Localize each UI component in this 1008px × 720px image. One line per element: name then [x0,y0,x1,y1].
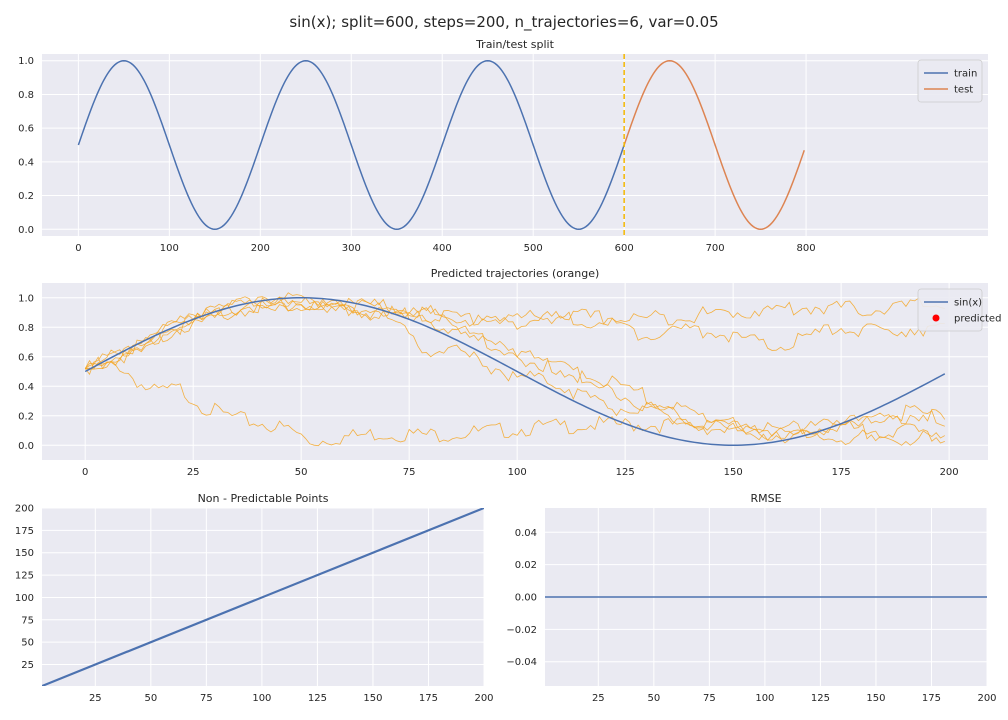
y-tick-label: 0.8 [18,323,34,334]
x-tick-label: 150 [363,693,382,704]
x-tick-label: 125 [811,693,830,704]
x-tick-label: 175 [922,693,941,704]
chart-panel-2: 0 25 50 75 100 125 150 175 200 0.0 0.2 0.4 0.6 0.8 1.0… [18,267,1001,478]
y-tick-label: 150 [15,548,34,559]
grid [545,508,988,686]
chart-panel-1: 0 100 200 300 400 500 600 700 800 0.0 0.2 0.4 0.6 0.8… [18,38,988,254]
trajectory-4 [84,300,945,444]
trajectory-2 [85,296,945,370]
x-tick-label: 150 [724,467,743,478]
figure-suptitle: sin(x); split=600, steps=200, n_trajecto… [289,13,718,32]
trajectory-6 [84,296,945,441]
y-tick-label: 0.6 [18,352,34,363]
x-tick-label: 175 [419,693,438,704]
y-tick-label: 0.04 [515,528,537,539]
x-tick-label: 500 [524,243,543,254]
y-tick-label: 0.0 [18,225,34,236]
x-tick-label: 50 [647,693,660,704]
x-tick-label: 100 [252,693,271,704]
x-tick-label: 600 [615,243,634,254]
legend-label: train [954,69,977,80]
y-tick-label: 100 [15,593,34,604]
y-tick-label: 1.0 [18,56,34,67]
y-tick-label: −0.04 [506,657,537,668]
x-tick-label: 125 [616,467,635,478]
y-tick-label: 0.4 [18,157,34,168]
y-tick-label: 0.2 [18,191,34,202]
chart-panel-4: 25 50 75 100 125 150 175 200 −0.04 −0.02 0.00 0.02 0… [506,492,996,704]
x-tick-label: 700 [706,243,725,254]
x-tick-label: 300 [342,243,361,254]
y-tick-label: 75 [21,615,34,626]
legend-marker [932,314,940,322]
x-tick-label: 200 [474,693,493,704]
x-tick-label: 25 [187,467,200,478]
plot-marks [84,292,946,447]
panel-title: Train/test split [475,38,555,51]
y-tick-label: 1.0 [18,293,34,304]
y-tick-label: 200 [15,504,34,515]
trajectory-3 [84,292,945,376]
grid [42,283,988,460]
x-tick-label: 0 [75,243,81,254]
legend-box [917,59,983,103]
x-tick-label: 150 [866,693,885,704]
y-tick-label: 0.00 [515,593,537,604]
y-tick-label: 0.6 [18,124,34,135]
legend-box [917,288,983,332]
x-tick-label: 800 [797,243,816,254]
x-tick-label: 200 [940,467,959,478]
legend: train test [917,59,983,103]
x-tick-label: 100 [508,467,527,478]
y-tick-label: 125 [15,571,34,582]
x-tick-label: 100 [160,243,179,254]
plot-area [42,54,988,236]
y-tick-label: 0.8 [18,90,34,101]
x-tick-label: 25 [592,693,605,704]
y-tick-label: 50 [21,638,34,649]
x-tick-label: 75 [200,693,213,704]
x-tick-label: 400 [433,243,452,254]
series-test [623,59,805,231]
y-tick-label: 0.4 [18,382,34,393]
plot-marks [77,54,805,236]
legend: sin(x) predicted [917,288,1001,332]
y-tick-label: 25 [21,660,34,671]
panel-title: Predicted trajectories (orange) [431,267,600,280]
y-tick-label: −0.02 [506,625,537,636]
x-tick-label: 50 [295,467,308,478]
x-tick-label: 50 [144,693,157,704]
x-tick-label: 75 [403,467,416,478]
panel-title: Non - Predictable Points [198,492,329,505]
x-tick-label: 100 [755,693,774,704]
x-tick-label: 200 [251,243,270,254]
y-tick-label: 0.2 [18,411,34,422]
series-sin [84,296,946,447]
chart-panel-3: 25 50 75 100 125 150 175 200 25 50 75 100 125 150 175 2… [15,492,494,704]
y-tick-label: 0.02 [515,560,537,571]
legend-label: sin(x) [954,298,982,309]
legend-label: test [954,85,973,96]
panel-title: RMSE [750,492,781,505]
series-line [42,508,484,686]
x-tick-label: 25 [89,693,102,704]
y-tick-label: 0.0 [18,441,34,452]
series-train [77,59,625,231]
plot-area [42,283,988,460]
y-tick-label: 175 [15,526,34,537]
x-tick-label: 200 [977,693,996,704]
legend-label: predicted [954,314,1001,325]
plot-marks [42,508,484,686]
x-tick-label: 175 [832,467,851,478]
grid [42,507,485,686]
x-tick-label: 0 [82,467,88,478]
x-tick-label: 125 [308,693,327,704]
x-tick-label: 75 [703,693,716,704]
